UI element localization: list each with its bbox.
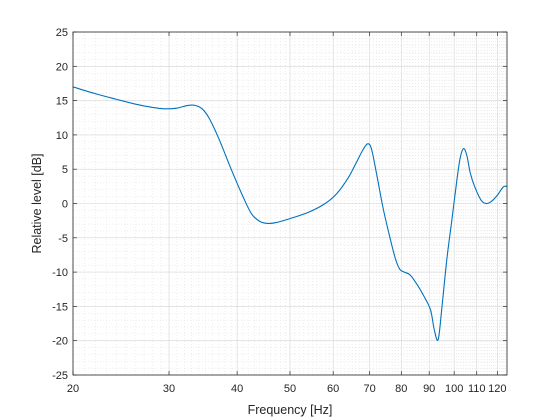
y-tick-label: -20 bbox=[52, 336, 68, 348]
x-tick-label: 40 bbox=[231, 383, 243, 395]
x-tick-label: 50 bbox=[284, 383, 296, 395]
major-grid bbox=[72, 31, 507, 376]
y-tick-label: 5 bbox=[62, 164, 68, 176]
x-tick-labels: 20 30 40 50 60 70 80 90 100 110 120 bbox=[67, 383, 507, 395]
x-tick-label: 80 bbox=[395, 383, 407, 395]
x-tick-label: 100 bbox=[445, 383, 463, 395]
x-axis-label: Frequency [Hz] bbox=[248, 403, 333, 417]
x-tick-label: 20 bbox=[67, 383, 79, 395]
x-tick-label: 120 bbox=[488, 383, 506, 395]
x-tick-label: 110 bbox=[468, 383, 486, 395]
y-tick-label: -15 bbox=[52, 301, 68, 313]
y-tick-label: -10 bbox=[52, 267, 68, 279]
y-axis-label: Relative level [dB] bbox=[30, 153, 44, 253]
axis-ticks bbox=[72, 31, 507, 376]
x-tick-label: 60 bbox=[327, 383, 339, 395]
y-tick-label: 10 bbox=[56, 130, 68, 142]
y-tick-label: -25 bbox=[52, 370, 68, 382]
x-tick-label: 30 bbox=[163, 383, 175, 395]
y-tick-label: -5 bbox=[58, 233, 68, 245]
y-tick-label: 25 bbox=[56, 27, 68, 39]
series-line bbox=[73, 86, 507, 341]
y-tick-label: 20 bbox=[56, 61, 68, 73]
y-tick-label: 0 bbox=[62, 199, 68, 211]
x-tick-label: 90 bbox=[423, 383, 435, 395]
series-layer bbox=[73, 86, 507, 341]
y-tick-labels: -25 -20 -15 -10 -5 0 5 10 15 20 25 bbox=[52, 27, 68, 382]
x-tick-label: 70 bbox=[364, 383, 376, 395]
y-tick-label: 15 bbox=[56, 96, 68, 108]
